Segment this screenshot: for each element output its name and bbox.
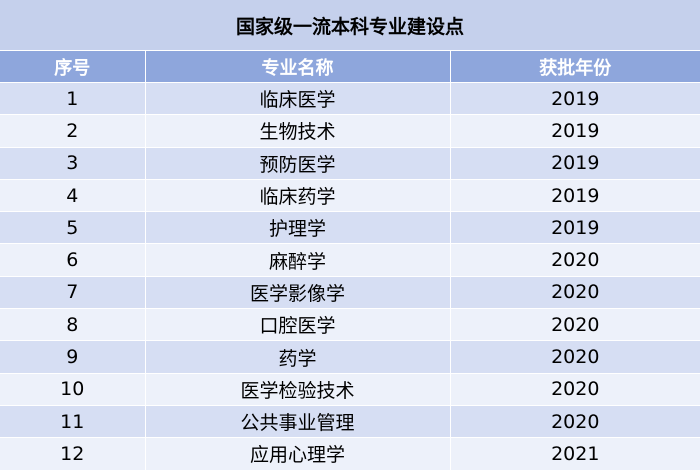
cell-major-name: 护理学	[145, 211, 451, 245]
cell-approval-year: 2020	[450, 340, 700, 374]
table-row: 11 公共事业管理 2020	[0, 405, 700, 439]
table-title: 国家级一流本科专业建设点	[0, 0, 700, 51]
header-row: 序号 专业名称 获批年份	[0, 51, 700, 83]
cell-major-name: 药学	[145, 340, 451, 374]
cell-approval-year: 2020	[450, 405, 700, 439]
cell-approval-year: 2021	[450, 437, 700, 471]
cell-index: 1	[0, 82, 146, 116]
cell-index: 9	[0, 340, 146, 374]
cell-major-name: 医学影像学	[145, 276, 451, 310]
cell-approval-year: 2019	[450, 147, 700, 180]
table-row: 10 医学检验技术 2020	[0, 373, 700, 406]
cell-major-name: 口腔医学	[145, 308, 451, 342]
table-row: 12 应用心理学 2021	[0, 437, 700, 471]
cell-index: 12	[0, 437, 146, 471]
table-row: 2 生物技术 2019	[0, 114, 700, 148]
header-approval-year: 获批年份	[450, 51, 700, 83]
table-row: 7 医学影像学 2020	[0, 276, 700, 310]
cell-major-name: 生物技术	[145, 114, 451, 148]
header-index: 序号	[0, 51, 146, 83]
table-row: 8 口腔医学 2020	[0, 308, 700, 342]
cell-index: 3	[0, 147, 146, 180]
cell-major-name: 公共事业管理	[145, 405, 451, 439]
cell-approval-year: 2020	[450, 308, 700, 342]
cell-index: 2	[0, 114, 146, 148]
cell-approval-year: 2019	[450, 114, 700, 148]
header-major-name: 专业名称	[145, 51, 451, 83]
table-row: 4 临床药学 2019	[0, 179, 700, 213]
table-row: 1 临床医学 2019	[0, 82, 700, 116]
table-row: 9 药学 2020	[0, 340, 700, 374]
cell-approval-year: 2020	[450, 276, 700, 310]
cell-index: 10	[0, 373, 146, 406]
cell-index: 6	[0, 243, 146, 277]
cell-approval-year: 2020	[450, 243, 700, 277]
cell-index: 4	[0, 179, 146, 213]
cell-major-name: 应用心理学	[145, 437, 451, 471]
cell-index: 7	[0, 276, 146, 310]
table-row: 5 护理学 2019	[0, 211, 700, 245]
cell-major-name: 临床药学	[145, 179, 451, 213]
cell-approval-year: 2019	[450, 211, 700, 245]
cell-index: 8	[0, 308, 146, 342]
cell-major-name: 临床医学	[145, 82, 451, 116]
cell-major-name: 麻醉学	[145, 243, 451, 277]
table-row: 3 预防医学 2019	[0, 147, 700, 180]
cell-index: 5	[0, 211, 146, 245]
cell-approval-year: 2020	[450, 373, 700, 406]
cell-approval-year: 2019	[450, 179, 700, 213]
cell-approval-year: 2019	[450, 82, 700, 116]
table-row: 6 麻醉学 2020	[0, 243, 700, 277]
cell-major-name: 预防医学	[145, 147, 451, 180]
majors-table: 序号 专业名称 获批年份 1 临床医学 2019 2 生物技术 2019 3 预…	[0, 51, 700, 471]
cell-index: 11	[0, 405, 146, 439]
cell-major-name: 医学检验技术	[145, 373, 451, 406]
